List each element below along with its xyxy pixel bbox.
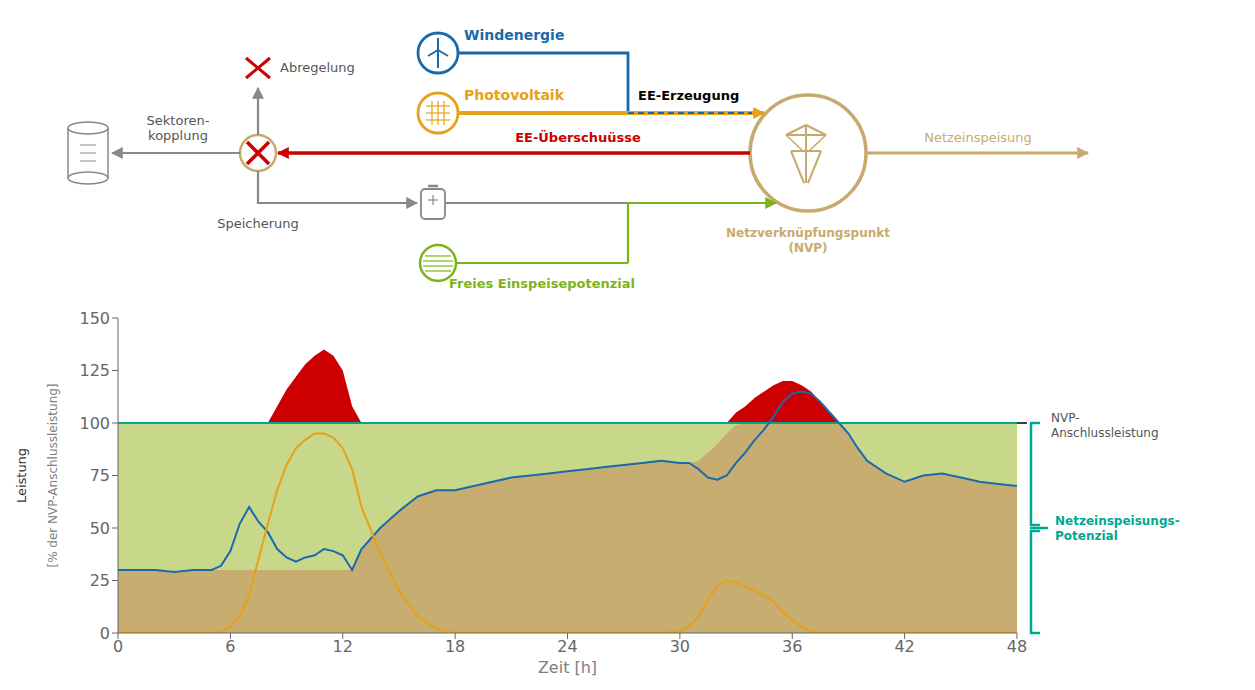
svg-text:EE-Erzeugung: EE-Erzeugung: [638, 88, 739, 103]
svg-text:6: 6: [225, 637, 235, 656]
svg-text:Freies Einspeisepotenzial: Freies Einspeisepotenzial: [449, 276, 635, 291]
svg-text:Windenergie: Windenergie: [464, 27, 564, 43]
svg-text:Photovoltaik: Photovoltaik: [464, 87, 565, 103]
svg-text:Leistung: Leistung: [14, 448, 29, 503]
svg-text:Abregelung: Abregelung: [280, 60, 355, 75]
svg-text:[% der NVP-Anschlussleistung]: [% der NVP-Anschlussleistung]: [46, 383, 60, 567]
svg-text:NVP-Anschlussleistung: NVP-Anschlussleistung: [1051, 410, 1159, 439]
svg-text:24: 24: [557, 637, 577, 656]
svg-text:Zeit [h]: Zeit [h]: [538, 658, 597, 677]
svg-text:EE-Überschuüsse: EE-Überschuüsse: [515, 130, 641, 145]
svg-text:0: 0: [113, 637, 123, 656]
svg-text:36: 36: [782, 637, 802, 656]
svg-text:150: 150: [79, 309, 110, 328]
svg-text:125: 125: [79, 361, 110, 380]
svg-text:75: 75: [90, 466, 110, 485]
svg-text:Speicherung: Speicherung: [217, 216, 299, 231]
svg-text:18: 18: [445, 637, 465, 656]
svg-text:Netzverknüpfungspunkt(NVP): Netzverknüpfungspunkt(NVP): [726, 225, 890, 254]
svg-text:Sektoren-kopplung: Sektoren-kopplung: [147, 112, 210, 142]
svg-text:42: 42: [894, 637, 914, 656]
svg-text:30: 30: [670, 637, 690, 656]
svg-text:48: 48: [1007, 637, 1027, 656]
svg-text:0: 0: [100, 624, 110, 643]
svg-text:Netzeinspeisung: Netzeinspeisung: [924, 130, 1032, 145]
svg-text:50: 50: [90, 519, 110, 538]
svg-text:12: 12: [333, 637, 353, 656]
svg-text:Netzeinspeisungs-Potenzial: Netzeinspeisungs-Potenzial: [1055, 513, 1180, 542]
svg-text:25: 25: [90, 571, 110, 590]
svg-text:100: 100: [79, 414, 110, 433]
